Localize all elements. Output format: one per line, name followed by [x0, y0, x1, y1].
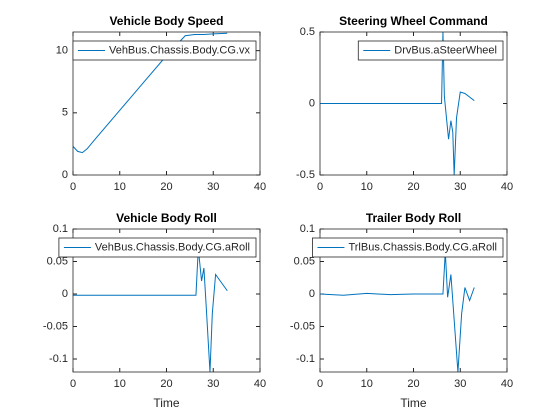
- y-tick-label: -0.1: [296, 353, 315, 365]
- chart-title: Vehicle Body Roll: [116, 211, 217, 225]
- x-axis-label: Time: [153, 396, 180, 410]
- y-tick-label: 0: [62, 169, 68, 181]
- x-tick-label: 0: [70, 378, 76, 390]
- x-tick-label: 0: [317, 378, 323, 390]
- x-tick-label: 10: [361, 181, 373, 193]
- legend-box: [357, 40, 504, 61]
- chart-title: Vehicle Body Speed: [109, 14, 223, 28]
- legend-box: [312, 237, 504, 258]
- legend: DrvBus.aSteerWheel: [357, 40, 504, 61]
- axes-box: [319, 31, 508, 176]
- chart-title: Trailer Body Roll: [366, 211, 461, 225]
- y-tick-label: -0.05: [290, 320, 315, 332]
- legend-label: TrlBus.Chassis.Body.CG.aRoll: [348, 241, 497, 253]
- y-tick-label: -0.05: [43, 320, 68, 332]
- legend-box: [58, 237, 257, 258]
- data-line: [73, 248, 228, 372]
- x-tick-label: 20: [160, 378, 172, 390]
- y-tick-label: 0: [62, 288, 68, 300]
- y-tick-label: 10: [56, 45, 68, 57]
- y-tick-label: 0.5: [300, 26, 315, 38]
- axes-box: [319, 228, 508, 373]
- chart-title: Steering Wheel Command: [339, 14, 488, 28]
- x-tick-label: 0: [317, 181, 323, 193]
- y-tick-label: 0.05: [294, 255, 315, 267]
- y-tick-label: -0.1: [49, 353, 68, 365]
- axes-box: [72, 228, 261, 373]
- y-tick-label: 0.05: [47, 255, 68, 267]
- x-tick-label: 40: [501, 181, 513, 193]
- legend-label: VehBus.Chassis.Body.CG.aRoll: [95, 241, 250, 253]
- y-tick-label: -0.5: [296, 169, 315, 181]
- y-tick-label: 0: [309, 97, 315, 109]
- legend: TrlBus.Chassis.Body.CG.aRoll: [312, 237, 504, 258]
- data-line: [320, 32, 475, 175]
- legend: VehBus.Chassis.Body.CG.vx: [72, 40, 257, 61]
- y-tick-label: 5: [62, 107, 68, 119]
- y-tick-label: 0.1: [300, 223, 315, 235]
- x-tick-label: 20: [160, 181, 172, 193]
- x-tick-label: 40: [254, 181, 266, 193]
- x-tick-label: 20: [407, 181, 419, 193]
- x-tick-label: 40: [501, 378, 513, 390]
- y-tick-label: 0.1: [53, 223, 68, 235]
- data-line: [73, 32, 228, 154]
- x-tick-label: 10: [114, 181, 126, 193]
- x-axis-label: Time: [400, 396, 427, 410]
- axes-box: [72, 31, 261, 176]
- x-tick-label: 30: [454, 378, 466, 390]
- legend-box: [72, 40, 257, 61]
- x-tick-label: 0: [70, 181, 76, 193]
- x-tick-label: 30: [207, 378, 219, 390]
- legend-label: VehBus.Chassis.Body.CG.vx: [109, 44, 251, 56]
- legend-label: DrvBus.aSteerWheel: [394, 44, 497, 56]
- x-tick-label: 30: [207, 181, 219, 193]
- x-tick-label: 40: [254, 378, 266, 390]
- x-tick-label: 30: [454, 181, 466, 193]
- x-tick-label: 20: [407, 378, 419, 390]
- legend: VehBus.Chassis.Body.CG.aRoll: [58, 237, 257, 258]
- x-tick-label: 10: [114, 378, 126, 390]
- data-line: [320, 251, 475, 372]
- y-tick-label: 0: [309, 288, 315, 300]
- x-tick-label: 10: [361, 378, 373, 390]
